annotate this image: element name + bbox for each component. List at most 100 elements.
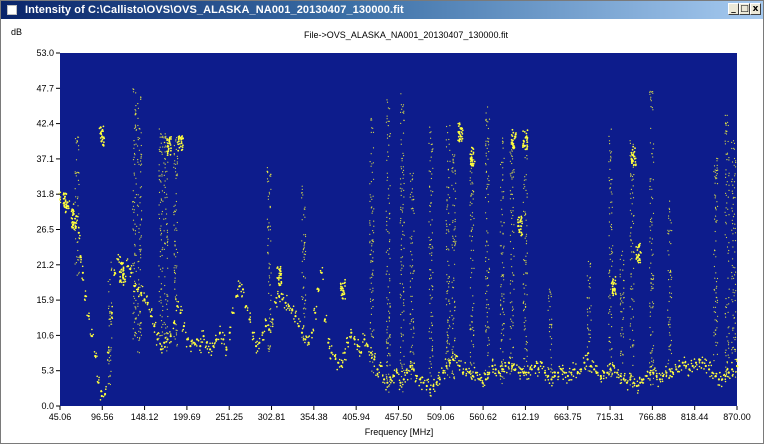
cluster-point bbox=[344, 278, 346, 281]
spike-point bbox=[550, 323, 552, 326]
data-point bbox=[607, 372, 609, 374]
spike-point bbox=[453, 162, 455, 164]
spike-point bbox=[385, 341, 387, 343]
spike-point bbox=[650, 178, 652, 180]
spike-point bbox=[446, 331, 448, 333]
spike-point bbox=[133, 144, 135, 146]
spike-point bbox=[158, 276, 160, 278]
spike-point bbox=[160, 133, 162, 135]
spike-point bbox=[502, 252, 504, 254]
spike-point bbox=[387, 176, 389, 178]
spike-point bbox=[716, 157, 718, 159]
spike-point bbox=[455, 235, 457, 237]
data-point bbox=[436, 380, 438, 383]
spike-point bbox=[523, 370, 525, 372]
spike-point bbox=[549, 291, 551, 294]
spike-point bbox=[651, 272, 653, 275]
data-point bbox=[179, 312, 182, 315]
cluster-point bbox=[520, 225, 523, 228]
spike-point bbox=[649, 185, 651, 188]
cluster-point bbox=[278, 283, 281, 286]
spike-point bbox=[631, 175, 634, 178]
spike-point bbox=[430, 248, 432, 250]
spike-point bbox=[500, 299, 502, 301]
spike-point bbox=[133, 285, 135, 287]
spike-point bbox=[715, 215, 717, 217]
spike-point bbox=[500, 332, 502, 334]
maximize-button[interactable]: □ bbox=[739, 3, 750, 15]
data-point bbox=[369, 351, 373, 354]
spike-point bbox=[270, 188, 272, 190]
data-point bbox=[658, 378, 662, 381]
spike-point bbox=[523, 358, 525, 360]
title-bar[interactable]: Intensity of C:\Callisto\OVS\OVS_ALASKA_… bbox=[1, 1, 763, 19]
spike-point bbox=[268, 348, 270, 351]
spike-point bbox=[670, 222, 672, 224]
data-point bbox=[624, 372, 626, 375]
spike-point bbox=[161, 173, 163, 175]
data-point bbox=[332, 353, 334, 356]
spike-point bbox=[163, 191, 165, 194]
spike-point bbox=[132, 91, 135, 93]
spike-point bbox=[523, 260, 526, 262]
spike-point bbox=[612, 362, 614, 364]
spike-point bbox=[165, 333, 167, 335]
data-point bbox=[525, 374, 528, 376]
spike-point bbox=[500, 252, 502, 254]
spike-point bbox=[586, 346, 589, 348]
spike-point bbox=[649, 379, 651, 381]
spike-point bbox=[371, 354, 374, 356]
spike-point bbox=[401, 283, 404, 285]
data-point bbox=[312, 329, 315, 332]
cluster-point bbox=[63, 197, 66, 200]
spike-point bbox=[74, 201, 76, 203]
spike-point bbox=[431, 143, 433, 145]
spike-point bbox=[502, 311, 504, 313]
spike-point bbox=[372, 257, 374, 259]
spike-point bbox=[78, 213, 80, 215]
spike-point bbox=[386, 220, 388, 223]
spike-point bbox=[386, 379, 388, 381]
spike-point bbox=[512, 315, 514, 317]
spike-point bbox=[446, 281, 448, 283]
data-point bbox=[613, 367, 616, 369]
spike-point bbox=[132, 88, 134, 90]
cluster-point bbox=[639, 242, 641, 245]
cluster-point bbox=[610, 282, 613, 285]
close-button[interactable]: x bbox=[750, 3, 761, 15]
spike-point bbox=[486, 251, 488, 253]
spike-point bbox=[487, 201, 490, 203]
data-point bbox=[509, 356, 511, 359]
cluster-point bbox=[63, 193, 65, 196]
data-point bbox=[585, 365, 588, 368]
minimize-button[interactable]: _ bbox=[728, 3, 739, 15]
spike-point bbox=[448, 281, 450, 283]
data-point bbox=[460, 360, 462, 362]
spike-point bbox=[735, 160, 737, 162]
cluster-point bbox=[472, 153, 475, 155]
spike-point bbox=[388, 120, 390, 122]
spike-point bbox=[160, 199, 163, 201]
spike-point bbox=[470, 315, 472, 317]
data-point bbox=[378, 371, 381, 374]
data-point bbox=[376, 372, 379, 375]
spike-point bbox=[132, 205, 135, 207]
data-point bbox=[338, 358, 341, 361]
data-point bbox=[685, 367, 687, 369]
data-point bbox=[350, 331, 353, 334]
data-point bbox=[365, 344, 367, 346]
spike-point bbox=[454, 220, 456, 223]
spike-point bbox=[488, 151, 490, 153]
spike-point bbox=[485, 155, 487, 157]
data-point bbox=[285, 309, 288, 311]
spike-point bbox=[453, 249, 455, 251]
spike-point bbox=[728, 175, 730, 177]
spike-point bbox=[448, 283, 450, 285]
data-point bbox=[579, 368, 581, 371]
data-point bbox=[98, 376, 100, 379]
spike-point bbox=[175, 209, 177, 211]
spike-point bbox=[134, 243, 136, 246]
cluster-point bbox=[470, 153, 473, 156]
spike-point bbox=[174, 245, 176, 247]
spike-point bbox=[668, 348, 670, 350]
